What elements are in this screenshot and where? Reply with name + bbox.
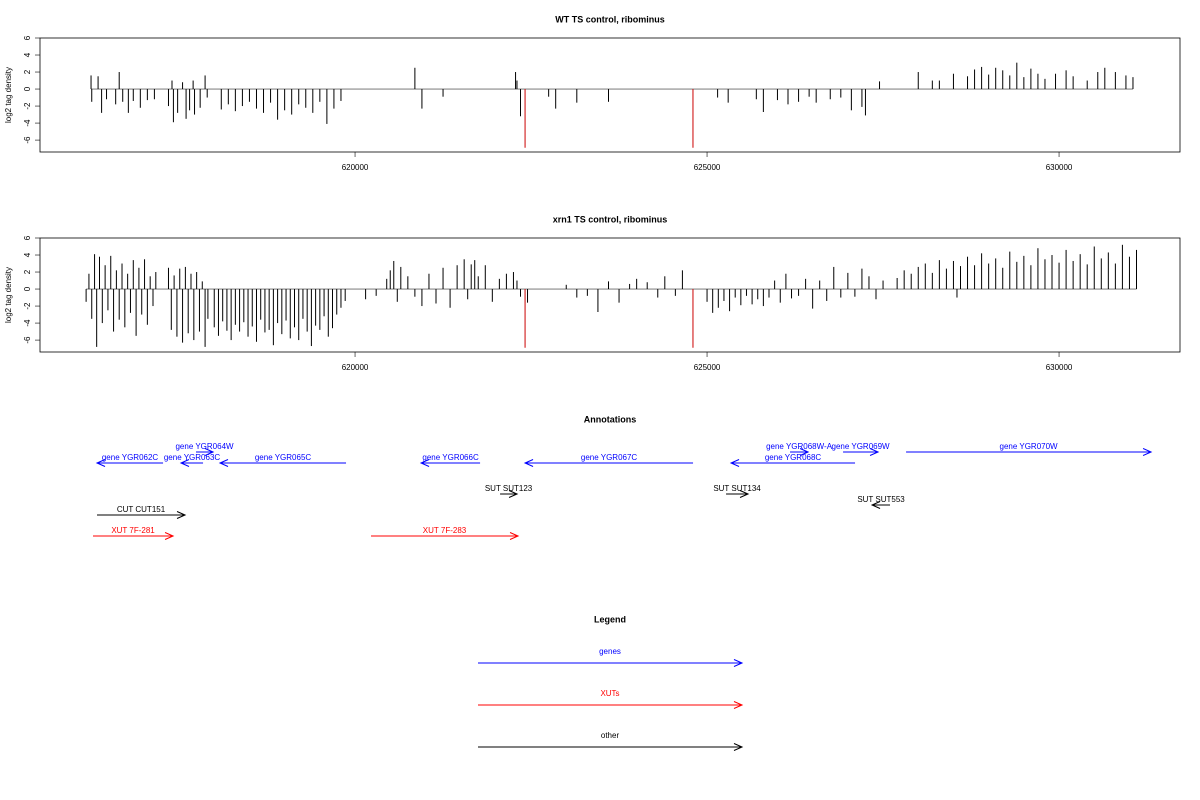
arrow-head [523,459,534,467]
feature-label: gene YGR063C [164,453,221,462]
x-tick-label: 625000 [694,163,721,172]
feature-label: gene YGR068C [765,453,822,462]
arrow-head [1142,448,1153,456]
x-tick-label: 625000 [694,363,721,372]
plot-frame [39,37,1181,153]
y-tick-label: -4 [23,319,32,327]
feature-label: gene YGR062C [102,453,159,462]
x-tick-label: 630000 [1046,363,1073,372]
y-tick-label: 4 [23,52,32,57]
x-tick-label: 620000 [342,163,369,172]
y-tick-label: -2 [23,302,32,310]
plot-frame [39,237,1181,353]
feature-label: SUT SUT553 [857,495,905,504]
chart-title: xrn1 TS control, ribominus [553,214,668,224]
y-tick-label: 6 [23,35,32,40]
chart-title: WT TS control, ribominus [555,14,665,24]
x-tick-label: 620000 [342,363,369,372]
arrow-head [870,501,881,509]
legend-label: XUTs [600,689,619,698]
arrow-head [179,459,190,467]
arrow-head [419,459,430,467]
legend-label: other [601,731,620,740]
feature-label: gene YGR067C [581,453,638,462]
y-tick-label: 0 [23,86,32,91]
y-tick-label: 2 [23,69,32,74]
y-tick-label: -6 [23,136,32,144]
arrow-head [164,532,175,540]
feature-label: gene YGR068W-A [766,442,833,451]
arrow-head [176,511,187,519]
legend-title: Legend [594,614,626,624]
feature-label: SUT SUT134 [713,484,761,493]
feature-label: gene YGR064W [175,442,234,451]
feature-label: CUT CUT151 [117,505,166,514]
arrow-head [509,532,520,540]
chart-title: Annotations [584,414,637,424]
arrow-head [508,490,519,498]
arrow-head [204,448,215,456]
y-tick-label: -6 [23,336,32,344]
feature-label: gene YGR069W [832,442,891,451]
arrow-head [799,448,810,456]
y-tick-label: -2 [23,102,32,110]
arrow-head [729,459,740,467]
y-tick-label: -4 [23,119,32,127]
x-tick-label: 630000 [1046,163,1073,172]
feature-label: XUT 7F-281 [111,526,155,535]
arrow-head [218,459,229,467]
arrow-head [733,701,744,709]
feature-label: SUT SUT123 [485,484,533,493]
arrow-head [733,659,744,667]
y-tick-label: 0 [23,286,32,291]
y-tick-label: 6 [23,235,32,240]
y-axis-label: log2 tag density [4,67,13,123]
feature-label: gene YGR065C [255,453,312,462]
feature-label: gene YGR066C [422,453,479,462]
legend-label: genes [599,647,621,656]
feature-label: XUT 7F-283 [423,526,467,535]
y-tick-label: 4 [23,252,32,257]
arrow-head [869,448,880,456]
y-tick-label: 2 [23,269,32,274]
y-axis-label: log2 tag density [4,267,13,323]
arrow-head [95,459,106,467]
arrow-head [739,490,750,498]
feature-label: gene YGR070W [1000,442,1059,451]
arrow-head [733,743,744,751]
